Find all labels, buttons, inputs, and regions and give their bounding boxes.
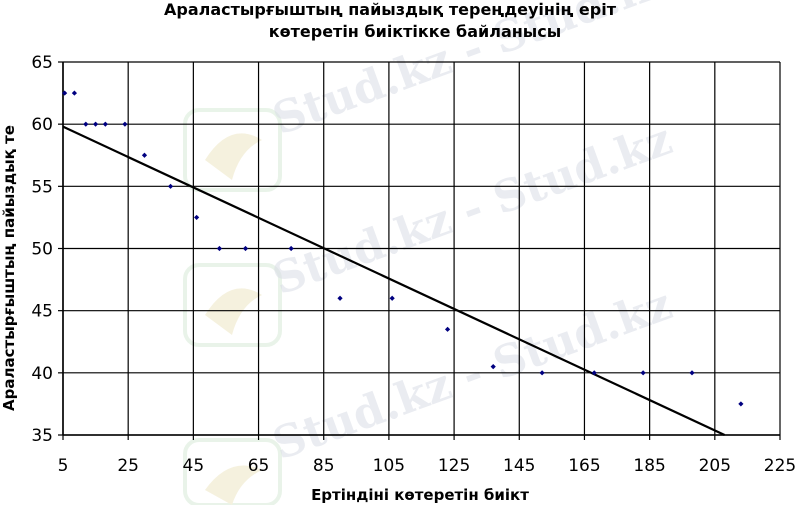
y-tick-label: 60	[31, 115, 53, 135]
data-point	[539, 370, 545, 376]
data-point	[71, 90, 78, 96]
data-point	[337, 295, 343, 301]
data-point	[167, 183, 174, 189]
chart-title-line-2: көтеретін биіктікке байланысы	[269, 22, 561, 41]
y-axis-ticks: 35 40 45 50 55 60 65	[31, 53, 63, 446]
data-point	[288, 245, 294, 252]
x-tick-label: 25	[117, 456, 139, 476]
y-tick-label: 40	[31, 364, 53, 384]
x-tick-label: 225	[764, 456, 796, 476]
x-tick-label: 185	[633, 456, 665, 476]
y-tick-label: 35	[31, 426, 53, 446]
chart-title-line-1: Араластырғыштың пайыздық тереңдеуінің ер…	[164, 0, 617, 19]
x-tick-label: 165	[568, 456, 600, 476]
trendline	[62, 125, 726, 436]
data-point	[738, 401, 744, 407]
watermark-logo	[183, 108, 282, 505]
data-point	[102, 121, 108, 127]
x-tick-label: 65	[248, 456, 270, 476]
data-point	[216, 245, 223, 252]
x-tick-label: 125	[438, 456, 470, 476]
x-tick-label: 145	[503, 456, 535, 476]
data-point	[591, 370, 597, 376]
x-tick-label: 205	[699, 456, 731, 476]
x-axis-ticks: 5 25 45 65 85 105 125 145 165 185 205 225	[58, 435, 796, 476]
data-points	[62, 90, 744, 407]
data-point	[242, 245, 249, 252]
data-point	[389, 295, 395, 301]
data-point	[490, 364, 496, 370]
x-tick-label: 85	[313, 456, 335, 476]
data-point	[640, 370, 646, 376]
x-tick-label: 105	[373, 456, 405, 476]
data-point	[122, 121, 128, 127]
data-point	[194, 214, 200, 221]
x-tick-label: 5	[58, 456, 69, 476]
data-point	[444, 326, 451, 332]
y-tick-label: 65	[31, 53, 53, 73]
data-point	[141, 152, 148, 158]
y-axis-label: Араластырғыштың пайыздық те	[0, 125, 18, 411]
x-tick-label: 45	[183, 456, 205, 476]
y-tick-label: 50	[31, 240, 53, 260]
y-tick-label: 45	[31, 302, 53, 322]
x-axis-label: Ертіндіні көтеретін биікт	[311, 486, 529, 504]
data-point	[92, 121, 99, 127]
trendline-group	[62, 125, 726, 436]
data-point	[689, 370, 695, 376]
data-point	[62, 90, 68, 96]
data-point	[83, 121, 89, 127]
y-tick-label: 55	[31, 177, 53, 197]
